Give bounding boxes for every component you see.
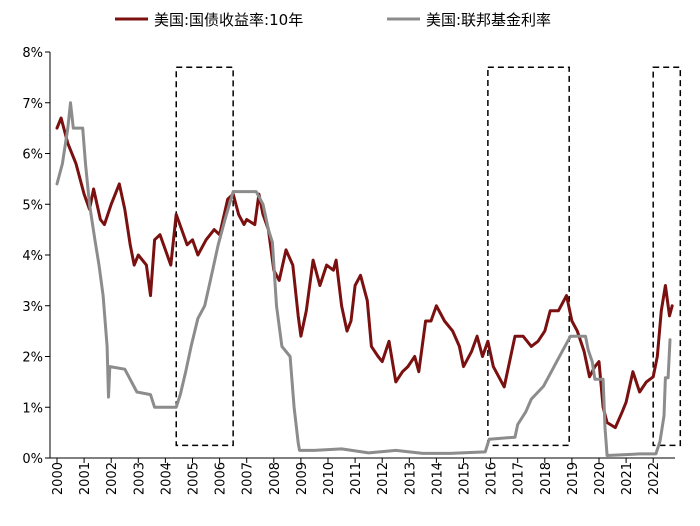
highlight-period-box [175, 66, 234, 447]
series-line-treasury-10y [55, 116, 674, 430]
x-tick-label: 2022 [647, 462, 662, 495]
x-tick-label: 2013 [403, 462, 418, 495]
x-tick-label: 2010 [322, 462, 337, 495]
x-tick-label: 2003 [132, 462, 147, 495]
y-tick-label: 1% [22, 401, 43, 416]
x-tick-label: 2019 [566, 462, 581, 495]
x-tick-label: 2020 [593, 462, 608, 495]
x-tick-label: 2017 [512, 462, 527, 495]
highlight-period-box [487, 66, 570, 447]
x-tick-label: 2015 [458, 462, 473, 495]
x-tick-label: 2007 [241, 462, 256, 495]
x-tick-label: 2006 [214, 462, 229, 495]
y-tick-label: 8% [22, 46, 43, 61]
y-tick-label: 6% [22, 148, 43, 163]
x-tick-label: 2011 [349, 462, 364, 495]
legend-item-fed-funds-rate: 美国:联邦基金利率 [387, 11, 551, 29]
highlight-period-box [652, 66, 682, 447]
x-tick-label: 2001 [78, 462, 93, 495]
legend-label-treasury-10y: 美国:国债收益率:10年 [154, 11, 303, 29]
y-tick-label: 0% [22, 452, 43, 467]
x-tick-label: 2014 [430, 462, 445, 495]
x-tick-label: 2018 [539, 462, 554, 495]
x-tick-label: 2009 [295, 462, 310, 495]
x-tick-label: 2016 [485, 462, 500, 495]
x-tick-label: 2002 [105, 462, 120, 495]
x-tick-label: 2008 [268, 462, 283, 495]
legend-item-treasury-10y: 美国:国债收益率:10年 [115, 11, 303, 29]
y-tick-label: 4% [22, 249, 43, 264]
x-tick-label: 2005 [187, 462, 202, 495]
legend: 美国:国债收益率:10年 美国:联邦基金利率 [115, 11, 551, 29]
y-tick-label: 7% [22, 97, 43, 112]
plot-area: 0% 1% 2% 3% 4% 5% 6% 7% 8% 2000 2001 2002 2003 2004 20… [22, 46, 682, 495]
y-tick-label: 2% [22, 351, 43, 366]
x-tick-label: 2004 [159, 462, 174, 495]
y-tick-label: 3% [22, 300, 43, 315]
x-tick-label: 2021 [620, 462, 635, 495]
series-line-fed-funds-rate [55, 101, 672, 457]
legend-label-fed-funds-rate: 美国:联邦基金利率 [426, 11, 551, 29]
x-tick-label: 2012 [376, 462, 391, 495]
x-tick-label: 2000 [51, 462, 66, 495]
y-tick-label: 5% [22, 198, 43, 213]
